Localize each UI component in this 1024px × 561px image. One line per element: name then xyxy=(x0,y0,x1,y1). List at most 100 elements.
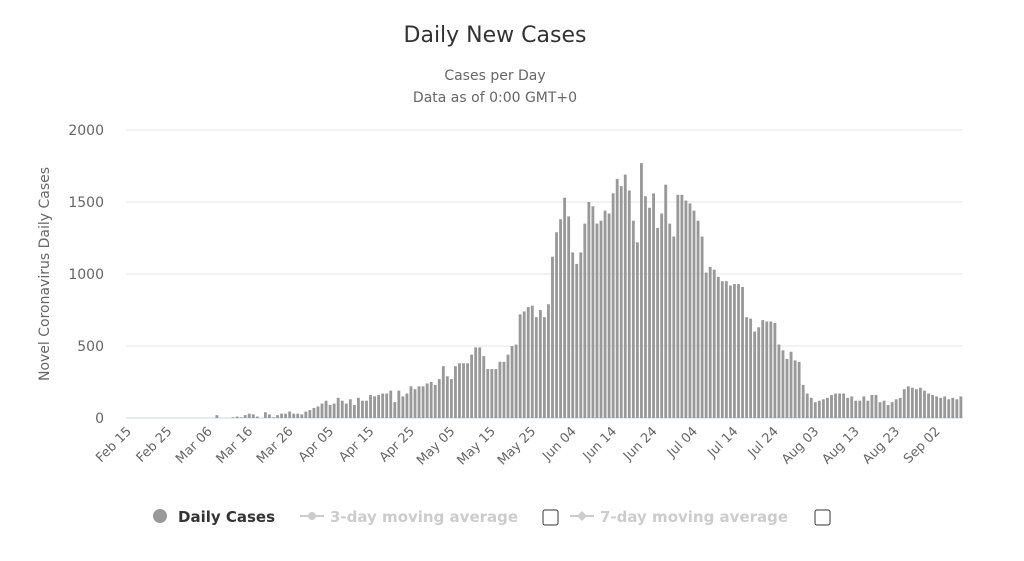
bar[interactable] xyxy=(332,403,336,418)
bar[interactable] xyxy=(939,397,943,418)
bar[interactable] xyxy=(449,379,453,418)
bar[interactable] xyxy=(462,363,465,418)
bar[interactable] xyxy=(474,347,478,418)
bar[interactable] xyxy=(745,317,748,418)
bar[interactable] xyxy=(741,286,744,418)
bar[interactable] xyxy=(878,402,882,418)
bar[interactable] xyxy=(854,400,858,418)
bar[interactable] xyxy=(923,390,926,418)
bar[interactable] xyxy=(421,386,425,418)
bar[interactable] xyxy=(712,269,716,418)
bar[interactable] xyxy=(882,400,886,418)
bar[interactable] xyxy=(458,363,461,418)
bar[interactable] xyxy=(793,360,797,418)
bar[interactable] xyxy=(680,194,684,418)
bar[interactable] xyxy=(385,393,389,418)
bar[interactable] xyxy=(817,400,821,418)
bar[interactable] xyxy=(296,413,300,418)
bar[interactable] xyxy=(308,410,312,418)
bar[interactable] xyxy=(947,399,951,418)
bar[interactable] xyxy=(631,220,635,418)
bar[interactable] xyxy=(801,384,805,418)
bar[interactable] xyxy=(478,347,482,418)
bar[interactable] xyxy=(490,369,494,418)
bar[interactable] xyxy=(344,403,348,418)
bar[interactable] xyxy=(251,414,255,418)
bar[interactable] xyxy=(773,322,777,418)
bar[interactable] xyxy=(356,397,360,418)
bar[interactable] xyxy=(361,400,364,418)
bar[interactable] xyxy=(652,193,655,418)
bar[interactable] xyxy=(842,393,846,418)
bar[interactable] xyxy=(534,317,538,418)
bar[interactable] xyxy=(874,394,878,418)
bar[interactable] xyxy=(846,397,850,418)
bar[interactable] xyxy=(805,393,809,418)
bar[interactable] xyxy=(575,263,579,418)
bar[interactable] xyxy=(526,307,530,418)
bar[interactable] xyxy=(785,358,789,418)
bar[interactable] xyxy=(397,390,401,418)
bar[interactable] xyxy=(902,389,906,418)
bar[interactable] xyxy=(656,227,660,418)
bar[interactable] xyxy=(821,399,825,418)
bar[interactable] xyxy=(235,416,239,418)
bar[interactable] xyxy=(437,379,441,418)
bar[interactable] xyxy=(870,394,874,418)
bar[interactable] xyxy=(571,252,575,418)
bar[interactable] xyxy=(312,407,316,418)
bar[interactable] xyxy=(737,284,740,418)
bar[interactable] xyxy=(809,397,813,418)
bar[interactable] xyxy=(611,193,615,418)
bar[interactable] xyxy=(276,415,279,418)
bar[interactable] xyxy=(789,351,793,418)
bar[interactable] xyxy=(324,400,328,418)
bar[interactable] xyxy=(696,220,700,418)
bar[interactable] xyxy=(826,397,829,418)
bar[interactable] xyxy=(255,416,259,418)
bar[interactable] xyxy=(405,393,409,418)
bar[interactable] xyxy=(445,376,449,418)
bar[interactable] xyxy=(365,400,368,418)
bar[interactable] xyxy=(615,178,619,418)
bar[interactable] xyxy=(429,382,433,418)
bar[interactable] xyxy=(692,210,696,418)
bar[interactable] xyxy=(348,399,352,418)
bar[interactable] xyxy=(288,411,292,418)
bar[interactable] xyxy=(502,361,506,418)
bar[interactable] xyxy=(648,207,651,418)
bar[interactable] xyxy=(951,397,955,418)
bar[interactable] xyxy=(595,223,599,418)
legend-item-7-day-average[interactable]: 7-day moving average xyxy=(570,508,788,526)
bar[interactable] xyxy=(494,369,498,418)
bar[interactable] xyxy=(280,413,283,418)
bar[interactable] xyxy=(547,304,550,418)
bar[interactable] xyxy=(935,396,939,418)
bar[interactable] xyxy=(619,186,623,418)
bar[interactable] xyxy=(635,242,639,418)
bar[interactable] xyxy=(393,402,397,418)
bar[interactable] xyxy=(894,399,898,418)
bar[interactable] xyxy=(688,203,692,418)
bar[interactable] xyxy=(858,400,862,418)
bar[interactable] xyxy=(498,361,502,418)
bar[interactable] xyxy=(704,272,708,418)
bar[interactable] xyxy=(927,393,930,418)
bar[interactable] xyxy=(530,305,534,418)
checkbox-7-day-average[interactable] xyxy=(814,509,831,526)
bar[interactable] xyxy=(409,386,413,418)
bar[interactable] xyxy=(268,414,271,418)
bar[interactable] xyxy=(320,403,324,418)
bar[interactable] xyxy=(761,320,765,418)
bar[interactable] xyxy=(518,314,522,418)
bar[interactable] xyxy=(373,396,376,418)
bar[interactable] xyxy=(381,393,385,418)
bar[interactable] xyxy=(797,361,801,418)
bar[interactable] xyxy=(910,387,914,418)
bar[interactable] xyxy=(660,213,664,418)
bar[interactable] xyxy=(389,390,393,418)
bar[interactable] xyxy=(567,216,571,418)
bar[interactable] xyxy=(644,196,647,418)
bar[interactable] xyxy=(239,417,243,418)
bar[interactable] xyxy=(377,394,381,418)
